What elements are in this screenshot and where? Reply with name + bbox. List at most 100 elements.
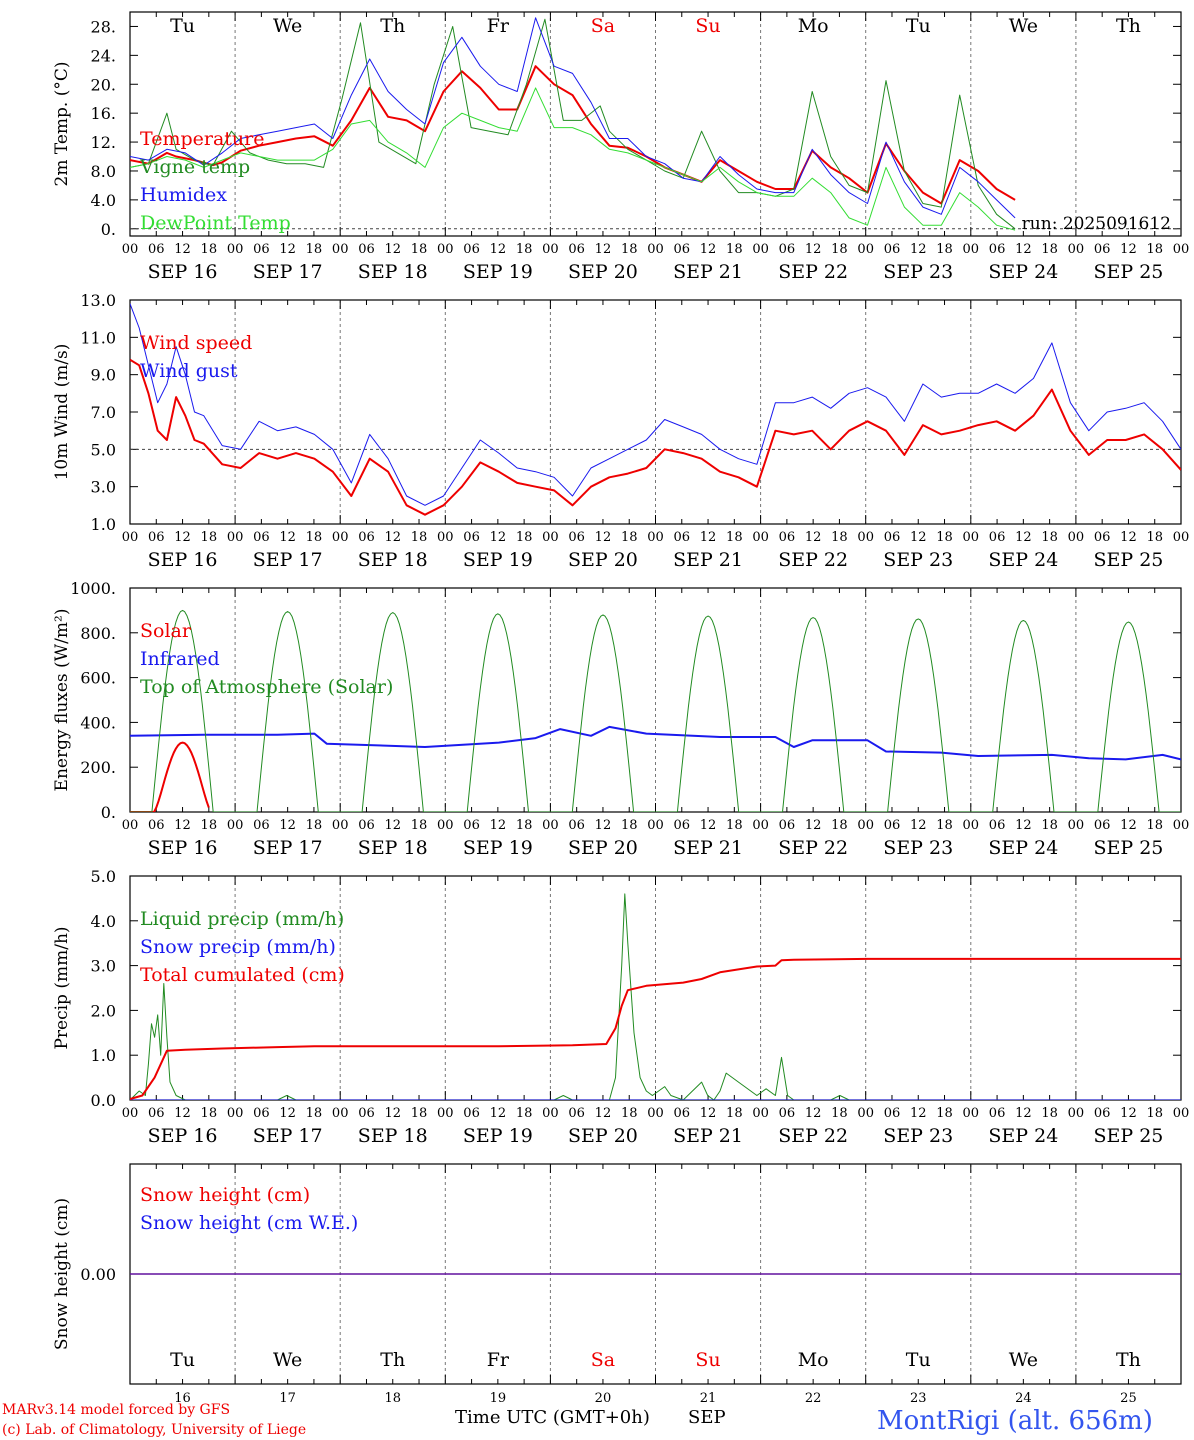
hour-tick-label: 06 (148, 1106, 165, 1121)
hour-tick-label: 06 (463, 1106, 480, 1121)
hour-tick-label: 00 (1173, 818, 1190, 833)
x-axis-month: SEP (688, 1407, 726, 1428)
hour-tick-label: 06 (253, 530, 270, 545)
hour-tick-label: 06 (674, 242, 691, 257)
hour-tick-label: 00 (332, 530, 349, 545)
series-line (130, 741, 210, 812)
hour-tick-label: 18 (726, 242, 743, 257)
panel-4: 0.0 1.0 2.0 3.0 4.0 5.0 Precip (mm/h) Liquid pr… (52, 867, 1189, 1147)
hour-tick-label: 12 (1120, 242, 1137, 257)
day-label: SEP 20 (568, 549, 638, 571)
hour-tick-label: 06 (568, 530, 585, 545)
day-label: SEP 18 (358, 837, 428, 859)
hour-tick-label: 18 (726, 530, 743, 545)
hour-tick-label: 00 (1173, 242, 1190, 257)
legend-entry: Wind gust (140, 360, 238, 382)
y-tick-label: 2.0 (91, 1001, 116, 1020)
day-label: SEP 22 (778, 837, 848, 859)
y-tick-label: 9.0 (91, 366, 116, 385)
hour-tick-label: 12 (279, 242, 296, 257)
day-number: 21 (700, 1391, 717, 1406)
day-label: SEP 20 (568, 261, 638, 283)
hour-tick-label: 18 (201, 818, 218, 833)
hour-tick-label: 00 (227, 818, 244, 833)
hour-tick-label: 12 (595, 242, 612, 257)
weekday-label: Th (380, 1349, 405, 1371)
series-line (130, 87, 1016, 231)
hour-tick-label: 00 (857, 242, 874, 257)
hour-tick-label: 18 (1146, 1106, 1163, 1121)
y-tick-label: 13.0 (80, 291, 116, 310)
plot-frame (129, 11, 1182, 237)
y-axis-label: Energy fluxes (W/m²) (52, 609, 72, 792)
hour-tick-label: 18 (936, 530, 953, 545)
weekday-label: Sa (591, 15, 615, 37)
day-label: SEP 19 (463, 837, 533, 859)
hour-tick-label: 06 (1094, 1106, 1111, 1121)
hour-tick-label: 06 (884, 1106, 901, 1121)
hour-tick-label: 12 (595, 530, 612, 545)
hour-tick-label: 06 (148, 530, 165, 545)
hour-tick-label: 00 (752, 1106, 769, 1121)
hour-tick-label: 18 (411, 242, 428, 257)
legend-entry: Wind speed (140, 332, 252, 354)
hour-tick-label: 12 (279, 1106, 296, 1121)
hour-tick-label: 12 (490, 818, 507, 833)
hour-tick-label: 12 (384, 818, 401, 833)
day-label: SEP 19 (463, 1125, 533, 1147)
hour-tick-label: 00 (857, 530, 874, 545)
legend-entry: Solar (140, 620, 192, 642)
series-line (130, 609, 1181, 812)
hour-tick-label: 00 (122, 242, 139, 257)
day-label: SEP 16 (148, 1125, 218, 1147)
station-name: MontRigi (alt. 656m) (877, 1406, 1153, 1436)
hour-tick-label: 06 (779, 530, 796, 545)
day-number: 17 (279, 1391, 296, 1406)
weekday-label: Th (1116, 1349, 1141, 1371)
hour-tick-label: 06 (463, 530, 480, 545)
hour-tick-label: 00 (857, 1106, 874, 1121)
hour-tick-label: 00 (1173, 530, 1190, 545)
hour-tick-label: 06 (148, 818, 165, 833)
hour-tick-label: 06 (358, 530, 375, 545)
day-label: SEP 25 (1094, 1125, 1164, 1147)
hour-tick-label: 18 (516, 242, 533, 257)
day-number: 23 (910, 1391, 927, 1406)
day-label: SEP 25 (1094, 549, 1164, 571)
day-number: 19 (490, 1391, 507, 1406)
hour-tick-label: 00 (227, 530, 244, 545)
day-label: SEP 24 (988, 261, 1058, 283)
day-label: SEP 23 (883, 261, 953, 283)
hour-tick-label: 00 (227, 242, 244, 257)
hour-tick-label: 12 (805, 818, 822, 833)
hour-tick-label: 06 (1094, 818, 1111, 833)
hour-tick-label: 18 (306, 530, 323, 545)
weekday-label: Th (380, 15, 405, 37)
day-label: SEP 20 (568, 1125, 638, 1147)
y-axis-label: Snow height (cm) (52, 1198, 72, 1350)
hour-tick-label: 06 (779, 242, 796, 257)
hour-tick-label: 12 (805, 530, 822, 545)
hour-tick-label: 18 (621, 1106, 638, 1121)
y-tick-label: 20. (91, 75, 116, 94)
run-annotation: run: 2025091612 (1022, 214, 1171, 234)
footer: MARv3.14 model forced by GFS (c) Lab. of… (2, 1402, 1153, 1438)
hour-tick-label: 18 (621, 530, 638, 545)
day-label: SEP 24 (988, 1125, 1058, 1147)
hour-tick-label: 18 (306, 242, 323, 257)
y-tick-label: 5.0 (91, 440, 116, 459)
day-number: 22 (805, 1391, 822, 1406)
hour-tick-label: 00 (122, 818, 139, 833)
legend-entry: Top of Atmosphere (Solar) (140, 676, 393, 698)
hour-tick-label: 12 (490, 530, 507, 545)
hour-tick-label: 00 (437, 530, 454, 545)
hour-tick-label: 12 (700, 818, 717, 833)
hour-tick-label: 12 (279, 530, 296, 545)
weekday-label: Tu (906, 15, 931, 37)
hour-tick-label: 00 (963, 242, 980, 257)
hour-tick-label: 00 (437, 818, 454, 833)
hour-tick-label: 12 (1015, 1106, 1032, 1121)
day-label: SEP 22 (778, 1125, 848, 1147)
hour-tick-label: 00 (332, 242, 349, 257)
day-label: SEP 20 (568, 837, 638, 859)
